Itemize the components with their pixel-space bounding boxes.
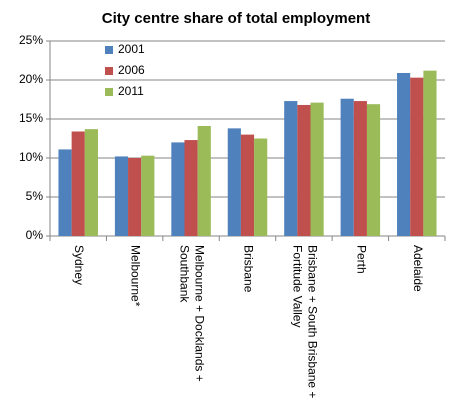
- bar: [114, 156, 129, 236]
- legend-label: 2006: [118, 63, 145, 77]
- bar: [84, 129, 98, 236]
- legend-label: 2011: [118, 84, 144, 98]
- bar: [141, 155, 155, 236]
- y-tick-label: 15%: [19, 111, 43, 125]
- bar: [366, 104, 381, 237]
- x-tick-label: Sydney: [72, 245, 86, 285]
- bar: [240, 134, 255, 236]
- y-tick-label: 10%: [19, 150, 43, 164]
- bar: [128, 158, 142, 236]
- legend-swatch: [105, 88, 113, 96]
- bar: [254, 138, 268, 236]
- y-tick-label: 5%: [26, 189, 44, 203]
- legend-swatch: [105, 46, 113, 54]
- x-tick-label: Brisbane: [241, 245, 255, 293]
- bar: [353, 101, 367, 236]
- y-tick-label: 20%: [19, 72, 43, 86]
- bar: [410, 77, 424, 236]
- legend-label: 2001: [118, 42, 145, 56]
- bar: [297, 104, 311, 237]
- bar: [310, 102, 324, 237]
- chart-title: City centre share of total employment: [102, 10, 370, 27]
- bar: [171, 142, 185, 236]
- bar: [71, 131, 85, 236]
- bar: [184, 140, 198, 236]
- x-tick-label: Adelaide: [411, 245, 425, 292]
- bar: [423, 70, 437, 236]
- y-tick-label: 25%: [19, 33, 43, 47]
- x-tick-label: Brisbane + South Brisbane + Fortitude Va…: [290, 245, 319, 402]
- bar: [227, 128, 241, 236]
- bar: [197, 126, 211, 236]
- x-tick-label: Perth: [354, 245, 368, 274]
- bar: [284, 101, 298, 236]
- y-tick-label: 0%: [26, 228, 44, 242]
- x-tick-label: Melbourne*: [128, 245, 142, 307]
- x-tick-label: Melbourne + Docklands + Southbank: [177, 245, 206, 385]
- bar: [340, 98, 354, 236]
- bar: [397, 72, 411, 236]
- legend-swatch: [105, 67, 113, 75]
- bar: [58, 149, 72, 236]
